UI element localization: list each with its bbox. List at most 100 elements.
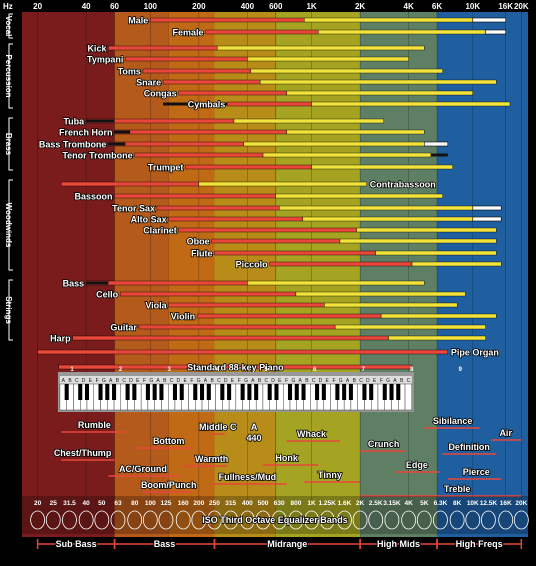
- key-letter: G: [102, 378, 106, 384]
- fundamental-bar: [168, 302, 325, 308]
- harmonics-bar: [311, 164, 453, 170]
- freq-tick-label: 6K: [432, 2, 442, 11]
- key-letter: F: [238, 378, 241, 384]
- descriptor-label: Bottom: [153, 436, 185, 446]
- iso-band-curve: [288, 510, 304, 530]
- octave-number: 6: [313, 367, 317, 373]
- iso-band-label: 8K: [453, 500, 462, 507]
- key-letter: C: [122, 378, 126, 384]
- iso-band-curve: [401, 510, 417, 530]
- instrument-group-labels: Vocal Percussion Brass Woodwinds Strings: [4, 13, 13, 341]
- iso-band-label: 125: [161, 500, 172, 507]
- iso-band-label: 12.5K: [480, 500, 498, 507]
- octave-number: 3: [167, 367, 171, 373]
- instrument-label: Male: [128, 16, 148, 26]
- instrument-label: Cymbals: [188, 100, 226, 110]
- low-note-bar: [430, 153, 448, 157]
- harmonics-bar: [388, 335, 486, 341]
- extended-bar: [472, 205, 502, 211]
- instrument-label: Harp: [50, 334, 71, 344]
- key-letter: C: [359, 378, 363, 384]
- iso-band-curve: [384, 510, 400, 530]
- range-label: Midrange: [267, 539, 307, 549]
- range-label: High Mids: [377, 539, 420, 549]
- harmonics-bar: [334, 324, 486, 330]
- fundamental-bar: [156, 205, 280, 211]
- key-letter: E: [326, 378, 330, 384]
- hz-label: Hz: [3, 2, 13, 11]
- harmonics-bar: [243, 141, 425, 147]
- key-letter: B: [163, 378, 167, 384]
- iso-band-label: 80: [131, 500, 139, 507]
- descriptor-label: AC/Ground: [119, 464, 167, 474]
- key-letter: F: [380, 378, 383, 384]
- fundamental-bar: [138, 324, 336, 330]
- fundamental-bar: [205, 29, 319, 35]
- instrument-label: Kick: [87, 44, 107, 54]
- instrument-label: Bass: [63, 279, 85, 289]
- group-label: Strings: [4, 296, 13, 324]
- iso-band-curve: [62, 510, 77, 530]
- black-key: [389, 384, 394, 400]
- harmonics-bar: [247, 280, 425, 286]
- group-label: Vocal: [4, 16, 13, 37]
- tonal-descriptors: Rumble Chest/Thump Bottom AC/Ground Warmth Bo…: [53, 415, 522, 497]
- iso-band-curve: [271, 510, 287, 530]
- instrument-label: Cello: [96, 290, 119, 300]
- fundamental-bar: [162, 79, 261, 85]
- iso-band-label: 20K: [515, 500, 527, 507]
- freq-tick-label: 200: [192, 2, 206, 11]
- harmonics-bar: [279, 205, 473, 211]
- fundamental-bar: [60, 181, 200, 187]
- fundamental-bar: [114, 129, 287, 135]
- harmonics-bar: [233, 118, 384, 124]
- key-letter: B: [68, 378, 72, 384]
- harmonics-bar: [262, 152, 432, 158]
- iso-band-curve: [239, 510, 255, 530]
- octave-number: 5: [265, 367, 269, 373]
- iso-band-curve: [175, 510, 191, 530]
- black-key: [335, 384, 340, 400]
- black-key: [179, 384, 184, 400]
- iso-band-label: 1.6K: [338, 500, 352, 507]
- range-label: High Freqs: [456, 539, 503, 549]
- iso-band-label: 20: [34, 500, 42, 507]
- iso-band-curve: [191, 510, 207, 530]
- fundamental-bar: [72, 335, 389, 341]
- key-letter: B: [353, 378, 357, 384]
- octave-number: 7: [362, 367, 366, 373]
- fundamental-bar: [114, 193, 276, 199]
- descriptor-label: A: [251, 422, 258, 432]
- key-letter: C: [265, 378, 269, 384]
- harmonics-bar: [411, 261, 502, 267]
- key-letter: E: [231, 378, 235, 384]
- harmonics-bar: [375, 250, 497, 256]
- harmonics-bar: [250, 68, 443, 74]
- freq-tick-label: 40: [82, 2, 91, 11]
- key-letter: D: [319, 378, 323, 384]
- iso-band-curve: [498, 510, 514, 530]
- instrument-label: Piccolo: [236, 260, 269, 270]
- black-key: [159, 384, 164, 400]
- descriptor-label: Air: [499, 428, 512, 438]
- key-letter: C: [407, 378, 411, 384]
- fundamental-bar: [150, 17, 305, 23]
- instrument-label: Guitar: [110, 323, 137, 333]
- fundamental-bar: [108, 141, 245, 147]
- group-label: Brass: [4, 133, 13, 156]
- fundamental-bar: [108, 45, 218, 51]
- iso-band-label: 3.15K: [383, 500, 401, 507]
- black-key: [247, 384, 252, 400]
- octave-number: 2: [119, 367, 123, 373]
- black-key: [396, 384, 401, 400]
- instrument-label: Oboe: [187, 237, 210, 247]
- iso-band-curve: [127, 510, 143, 530]
- key-letter: B: [400, 378, 404, 384]
- iso-band-curve: [45, 510, 61, 530]
- black-key: [294, 384, 299, 400]
- black-key: [98, 384, 103, 400]
- key-letter: G: [197, 378, 201, 384]
- band-2: [168, 12, 215, 537]
